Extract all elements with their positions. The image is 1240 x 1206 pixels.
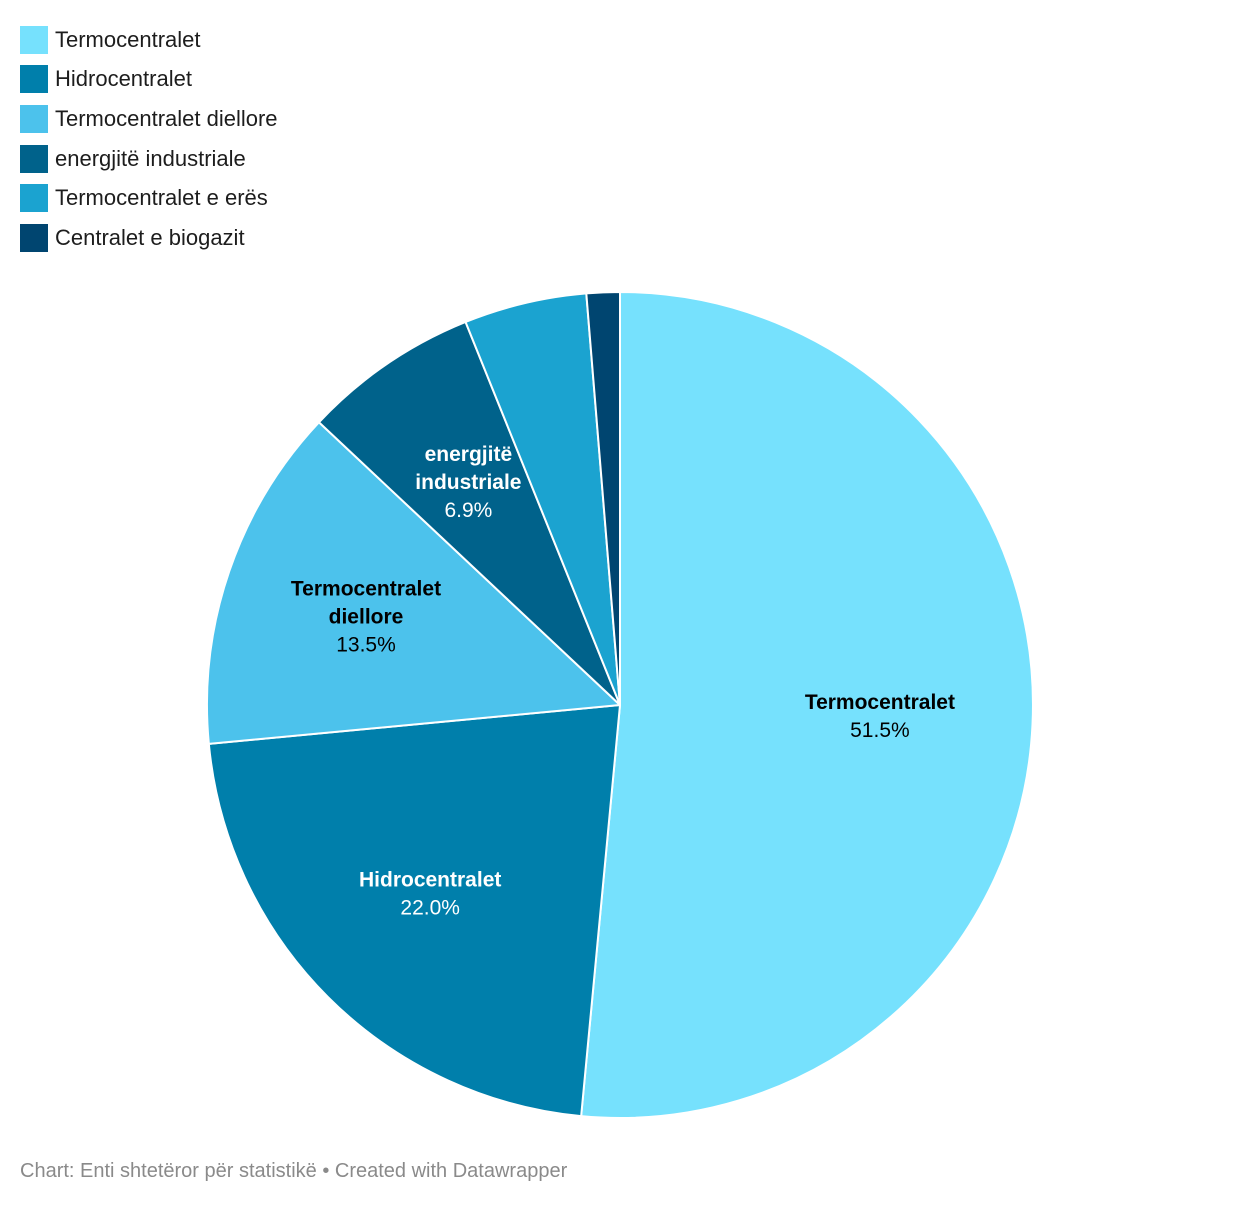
legend-label: Hidrocentralet [55,66,192,92]
pie-slice [317,320,621,706]
slice-value-label: 22.0% [400,896,460,919]
slice-value-label: 51.5% [850,719,910,742]
slice-category-label: diellore [329,606,404,629]
legend-item: Termocentralet e erës [20,178,278,218]
legend-swatch [20,65,48,94]
legend-item: energjitë industriale [20,139,278,179]
legend-swatch [20,25,48,54]
slice-value-label: 6.9% [444,499,492,522]
legend-label: Termocentralet diellore [55,105,278,131]
legend-label: Termocentralet e erës [55,185,268,211]
slice-category-label: energjitë [425,443,513,466]
legend-item: Centralet e biogazit [20,218,278,258]
slice-category-label: Termocentralet [291,578,441,601]
legend-label: Termocentralet [55,26,201,52]
legend-swatch [20,104,48,133]
legend-item: Hidrocentralet [20,60,278,100]
legend-swatch [20,144,48,173]
slice-category-label: industriale [415,471,521,494]
legend-label: energjitë industriale [55,145,246,171]
slice-value-label: 13.5% [336,634,396,657]
chart-legend: Termocentralet Hidrocentralet Termocentral… [20,20,278,258]
pie-slice [580,291,1034,1119]
legend-item: Termocentralet diellore [20,99,278,139]
slice-category-label: Hidrocentralet [359,868,501,891]
legend-swatch [20,184,48,213]
legend-item: Termocentralet [20,20,278,60]
pie-slice [206,421,621,745]
slice-category-label: Termocentralet [805,691,955,714]
legend-label: Centralet e biogazit [55,224,245,250]
pie-slice [207,704,621,1118]
legend-swatch [20,223,48,252]
chart-footer: Chart: Enti shtetëror për statistikë • C… [20,1160,568,1182]
pie-slice [585,291,621,706]
